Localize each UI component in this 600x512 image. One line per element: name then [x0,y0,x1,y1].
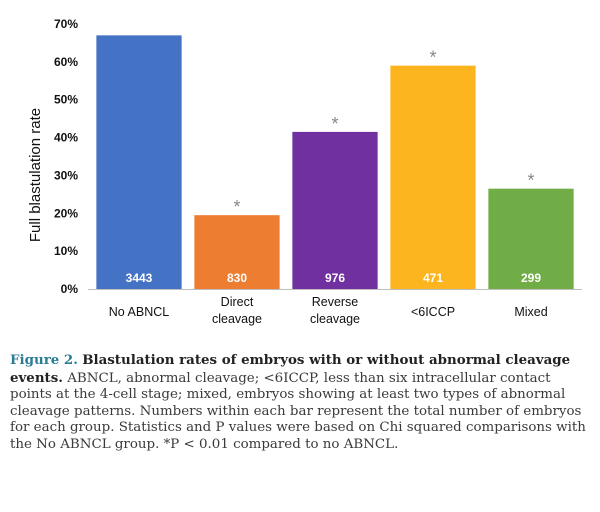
bar [292,131,378,289]
bar-count-label: 3443 [126,271,153,285]
bar-count-label: 830 [227,271,247,285]
x-category-label: No ABNCL [109,305,169,319]
bar [194,215,280,289]
figure-label: Figure 2. [10,352,78,368]
x-category-label: Mixed [514,305,547,319]
y-tick-label: 20% [54,206,78,220]
figure-caption: Figure 2. Blastulation rates of embryos … [10,352,592,454]
significance-marker: * [233,197,240,217]
y-axis-ticks: 0% 10% 20% 30% 40% 50% 60% 70% [54,17,78,296]
x-category-label: Reverse cleavage [310,295,360,326]
y-tick-label: 40% [54,131,78,145]
y-tick-label: 10% [54,244,78,258]
bar-chart: Full blastulation rate 0% 10% 20% 30% 40% 50%… [27,17,582,326]
x-category-label: Direct cleavage [212,295,262,326]
bar [488,188,574,289]
x-axis-categories: No ABNCL Direct cleavage Reverse cleavage <6I… [109,295,548,326]
y-tick-label: 60% [54,55,78,69]
figure-caption-body: ABNCL, abnormal cleavage; <6ICCP, less t… [10,370,586,452]
significance-marker: * [429,48,436,68]
bar-count-label: 976 [325,271,345,285]
y-axis-label: Full blastulation rate [27,108,44,242]
bar-count-label: 471 [423,271,443,285]
bars: 3443 830 * 976 * 471 * 299 * [96,35,574,290]
figure-title: Blastulation rates of embryos with or wi… [10,352,571,386]
y-tick-label: 50% [54,93,78,107]
y-tick-label: 0% [61,282,79,296]
bar [96,35,182,289]
bar [390,65,476,290]
y-tick-label: 30% [54,168,78,182]
significance-marker: * [527,171,534,191]
x-category-label: <6ICCP [411,305,455,319]
y-tick-label: 70% [54,17,78,31]
bar-count-label: 299 [521,271,541,285]
significance-marker: * [331,114,338,134]
